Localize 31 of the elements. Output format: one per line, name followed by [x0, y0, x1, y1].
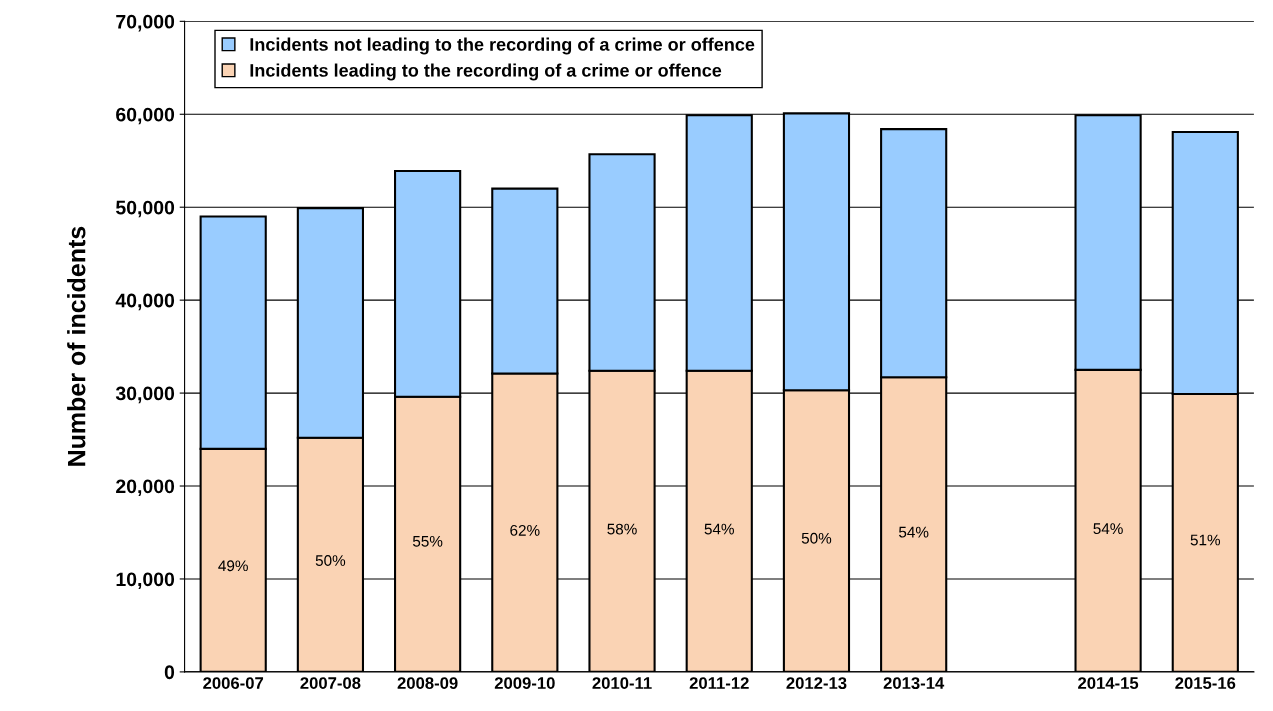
legend-label: Incidents leading to the recording of a crime or offence [250, 63, 722, 81]
x-tick-label: 2015-16 [1175, 677, 1236, 689]
x-tick-label: 2013-14 [883, 677, 945, 690]
y-tick-label: 0 [164, 665, 175, 680]
annotation: 54% [704, 523, 734, 535]
x-tick-label: 2009-10 [494, 677, 555, 689]
y-axis-title: Number of incidents [67, 226, 86, 466]
y-tick-label: 50,000 [115, 200, 175, 218]
x-tick-label: 2006-07 [203, 677, 264, 689]
annotation: 54% [898, 526, 929, 538]
y-tick-label: 20,000 [116, 479, 175, 497]
annotation: 55% [412, 535, 443, 547]
y-tick-label: 40,000 [115, 293, 175, 311]
y-tick-label: 10,000 [116, 572, 175, 590]
annotation: 58% [607, 523, 637, 535]
annotation: 50% [315, 555, 346, 566]
annotation: 49% [218, 560, 248, 572]
annotation: 51% [1190, 534, 1221, 546]
y-tick-label: 30,000 [115, 386, 175, 404]
legend-label: Incidents not leading to the recording of a crime or offence [250, 37, 755, 55]
x-tick-label: 2007-08 [300, 677, 361, 689]
annotation: 50% [801, 532, 832, 544]
y-tick-label: 60,000 [116, 107, 175, 125]
x-tick-label: 2012-13 [786, 677, 847, 690]
annotation: 54% [1093, 523, 1123, 535]
annotation: 62% [510, 524, 540, 536]
x-tick-label: 2008-09 [397, 677, 458, 689]
x-tick-label: 2010-11 [592, 677, 652, 689]
x-tick-label: 2014-15 [1078, 677, 1139, 689]
x-tick-label: 2011-12 [689, 677, 749, 689]
y-tick-label: 70,000 [116, 14, 175, 32]
